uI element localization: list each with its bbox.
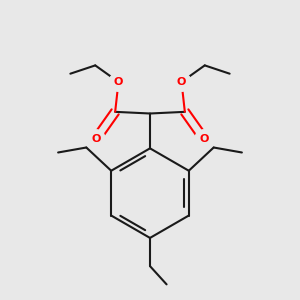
Circle shape	[172, 73, 191, 91]
Circle shape	[87, 130, 105, 148]
Circle shape	[195, 130, 213, 148]
Text: O: O	[91, 134, 101, 144]
Text: O: O	[114, 77, 123, 87]
Circle shape	[109, 73, 128, 91]
Text: O: O	[200, 134, 209, 144]
Text: O: O	[177, 77, 186, 87]
